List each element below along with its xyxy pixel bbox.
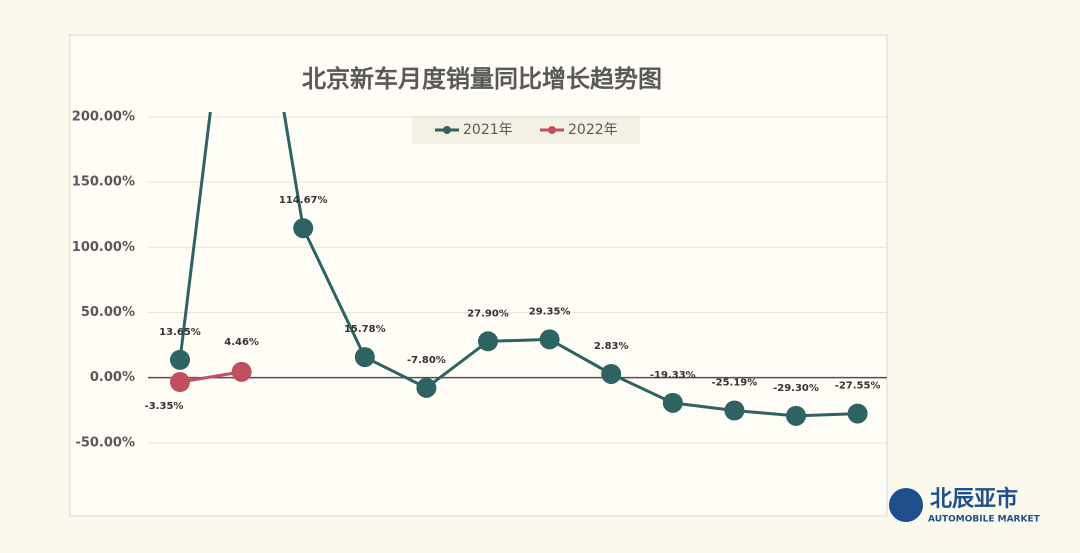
logo-icon (889, 488, 923, 522)
data-label: 27.90% (467, 308, 509, 319)
data-label: 2.83% (594, 341, 629, 352)
plot (170, 112, 868, 426)
point (478, 331, 498, 352)
data-label: -19.33% (650, 370, 696, 381)
chart-title: 北京新车月度销量同比增长趋势图 (302, 65, 662, 93)
legend-label: 2021年 (463, 122, 513, 138)
y-tick-label: 100.00% (72, 240, 135, 255)
point (293, 218, 314, 239)
data-label: 114.67% (279, 195, 328, 206)
point (354, 347, 375, 368)
chart-area (69, 34, 888, 517)
data-label: -27.55% (835, 381, 881, 392)
point (601, 363, 622, 384)
series-line (178, 112, 858, 418)
legend-marker (548, 126, 556, 134)
data-label: -7.80% (407, 355, 446, 366)
data-label: -29.30% (773, 383, 819, 394)
point (170, 372, 190, 393)
data-label: 29.35% (529, 306, 571, 317)
legend-label: 2022年 (568, 122, 618, 138)
point (724, 400, 745, 421)
series-line (179, 370, 242, 384)
point (539, 329, 560, 350)
y-tick-label: 0.00% (90, 370, 135, 385)
point (786, 405, 806, 426)
logo-subtitle: AUTOMOBILE MARKET (928, 515, 1041, 525)
point (847, 403, 868, 424)
point (170, 349, 190, 370)
logo-name: 北辰亚市 (930, 486, 1018, 512)
point (231, 361, 252, 382)
data-label: 15.78% (344, 324, 386, 335)
point (662, 392, 683, 413)
logo: 北辰亚市 AUTOMOBILE MARKET (889, 486, 1041, 525)
data-label: -3.35% (145, 401, 184, 412)
data-label: -25.19% (711, 377, 757, 388)
data-label: 13.65% (159, 327, 201, 338)
data-label: 4.46% (224, 337, 259, 348)
point (416, 377, 437, 398)
y-tick-label: 150.00% (72, 175, 135, 190)
y-tick-label: -50.00% (75, 435, 135, 450)
y-tick-label: 50.00% (81, 305, 135, 320)
y-tick-label: 200.00% (72, 110, 135, 125)
legend-marker (443, 126, 451, 134)
